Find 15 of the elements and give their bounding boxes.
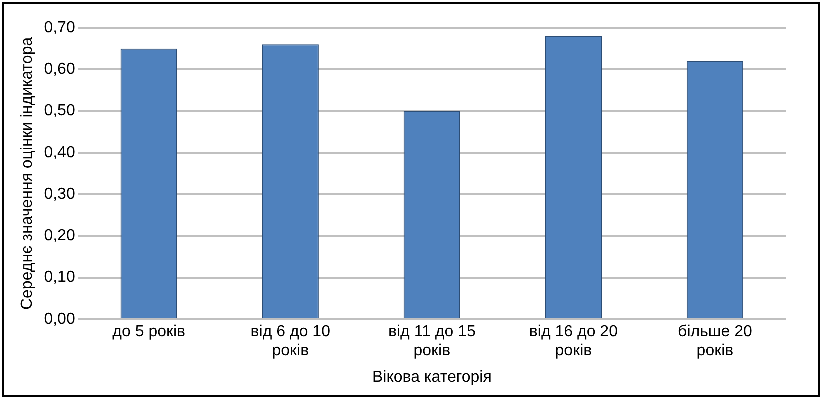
- y-tick-label: 0,50: [44, 102, 76, 120]
- x-tick-label: від 16 до 20 років: [529, 323, 618, 360]
- y-tick-label: 0,70: [44, 19, 76, 36]
- y-tick-label: 0,30: [44, 186, 76, 203]
- x-tick-label: від 6 до 10 років: [250, 323, 331, 360]
- y-tick-label: 0,40: [44, 144, 76, 162]
- y-tick-label: 0,00: [44, 310, 76, 328]
- x-tick-label: від 11 до 15 років: [388, 323, 476, 360]
- x-axis-title: Вікова категорія: [372, 368, 492, 386]
- x-tick-label: до 5 років: [112, 323, 186, 340]
- y-tick-label: 0,60: [44, 61, 76, 78]
- y-tick-label: 0,20: [44, 228, 76, 245]
- y-tick-label: 0,10: [44, 269, 76, 286]
- y-axis-title: Середнє значення оцінки індикатора: [19, 37, 36, 310]
- x-tick-label: більше 20 років: [678, 323, 753, 360]
